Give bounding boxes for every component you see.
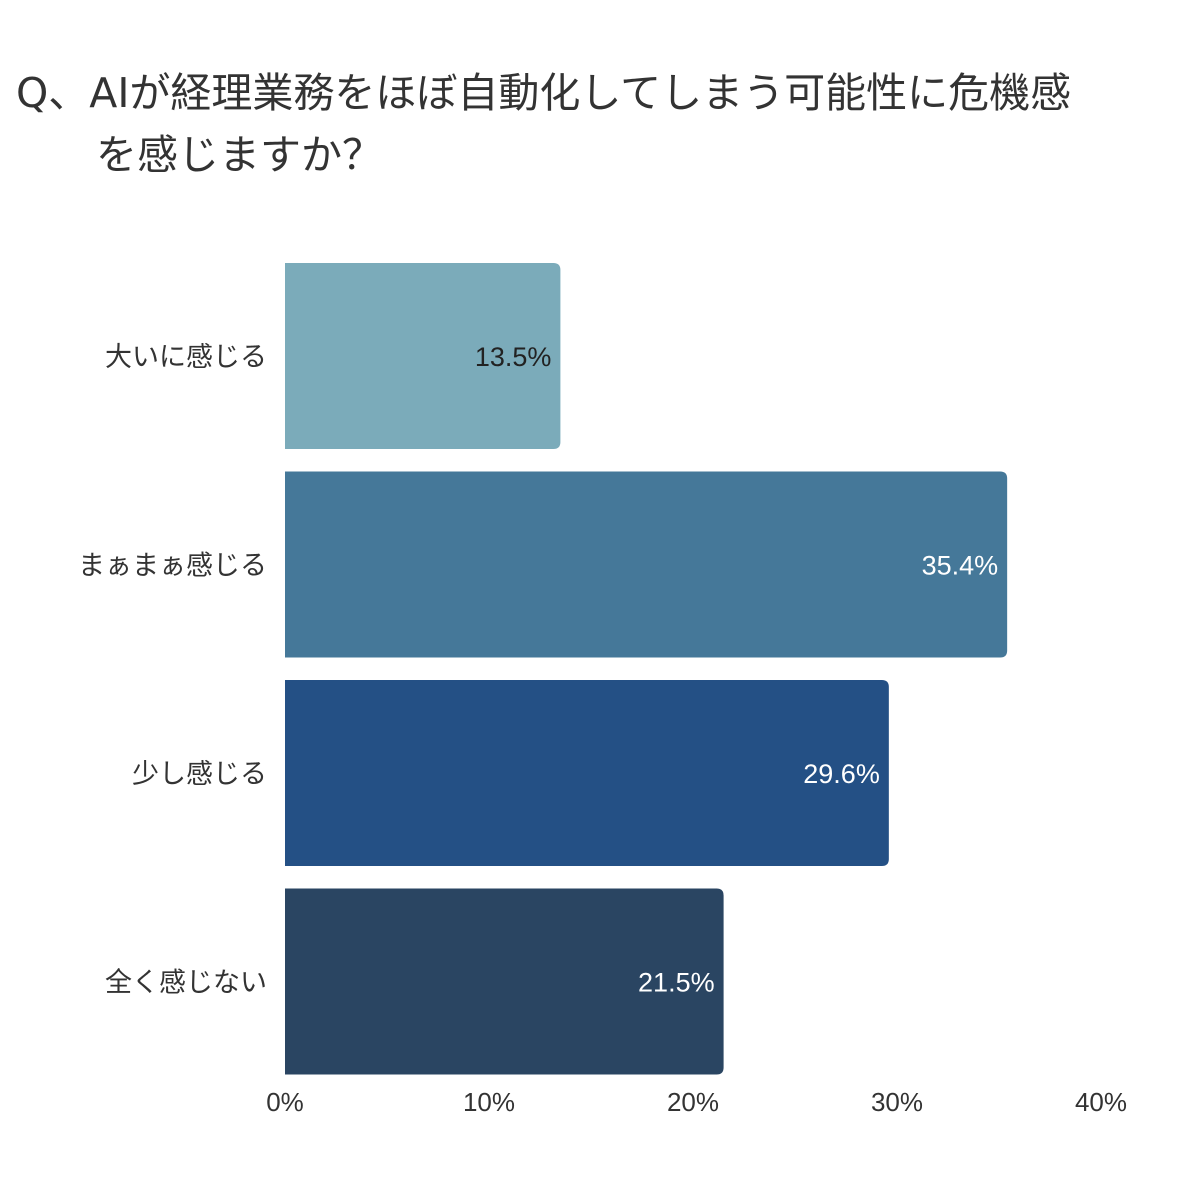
x-tick-label-10: 10% bbox=[463, 1087, 515, 1117]
bar-3 bbox=[285, 680, 889, 866]
bar-2 bbox=[285, 471, 1008, 658]
value-label-2: 35.4% bbox=[922, 551, 999, 581]
value-label-3: 29.6% bbox=[803, 759, 880, 789]
x-axis-ticks-group: 0% 10% 20% 30% 40% bbox=[266, 1087, 1127, 1117]
question-title: Q、AIが経理業務をほぼ自動化してしまう可能性に危機感 を感じますか？ bbox=[16, 62, 1186, 186]
bars-group bbox=[285, 263, 1008, 1075]
bar-1 bbox=[285, 263, 561, 449]
x-tick-label-30: 30% bbox=[871, 1087, 923, 1117]
value-label-4: 21.5% bbox=[638, 968, 715, 998]
category-label-1: 大いに感じる bbox=[105, 342, 267, 373]
x-tick-label-0: 0% bbox=[266, 1087, 304, 1117]
x-tick-label-20: 20% bbox=[667, 1087, 719, 1117]
question-line-1: Q、AIが経理業務をほぼ自動化してしまう可能性に危機感 bbox=[16, 69, 1072, 117]
question-line-2: を感じますか？ bbox=[96, 131, 383, 179]
category-label-2: まぁまぁ感じる bbox=[78, 551, 267, 582]
value-label-1: 13.5% bbox=[475, 342, 552, 372]
category-label-3: 少し感じる bbox=[132, 759, 267, 790]
bar-4 bbox=[285, 888, 724, 1075]
value-labels-group: 13.5% 35.4% 29.6% 21.5% bbox=[475, 342, 998, 998]
category-label-4: 全く感じない bbox=[105, 968, 267, 999]
x-tick-label-40: 40% bbox=[1075, 1087, 1127, 1117]
